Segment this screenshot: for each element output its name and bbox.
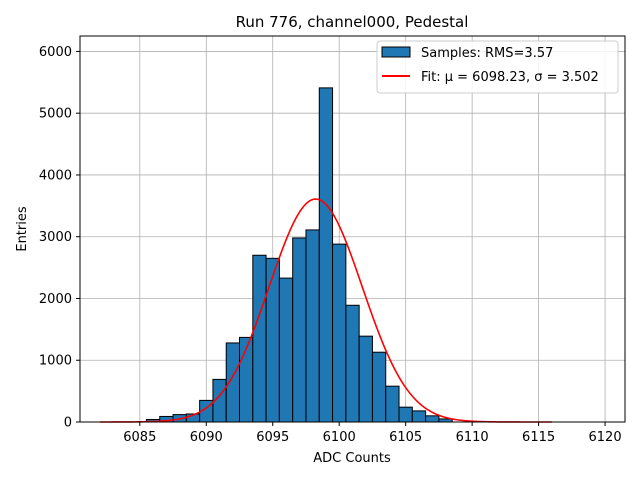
- legend-label-fit: Fit: μ = 6098.23, σ = 3.502: [421, 70, 599, 85]
- histogram-bar: [371, 351, 387, 423]
- x-tick-label: 6090: [190, 430, 223, 445]
- gaussian-fit-curve: [99, 198, 552, 423]
- x-tick-label: 6085: [123, 430, 156, 445]
- y-tick-label: 5000: [39, 107, 72, 122]
- x-tick-label: 6100: [323, 430, 356, 445]
- y-axis-ticks: 0 1000 2000 3000 4000 5000 6000: [39, 45, 80, 431]
- histogram-bar: [318, 87, 334, 423]
- histogram-bar: [345, 304, 360, 423]
- legend-box: [376, 40, 619, 94]
- x-tick-label: 6115: [522, 430, 555, 445]
- y-tick-label: 3000: [39, 230, 72, 245]
- legend-label-samples: Samples: RMS=3.57: [421, 46, 553, 61]
- y-tick-label: 1000: [39, 354, 72, 369]
- legend-swatch-samples: [381, 46, 411, 58]
- histogram-bars: [145, 87, 453, 423]
- histogram-bar: [332, 243, 347, 423]
- x-tick-label: 6120: [589, 430, 622, 445]
- y-tick-label: 4000: [39, 168, 72, 183]
- histogram-bar: [292, 237, 307, 423]
- x-tick-label: 6095: [256, 430, 289, 445]
- histogram-bar: [358, 335, 373, 423]
- fit-curve-group: [99, 198, 552, 423]
- histogram-bar: [411, 410, 427, 423]
- histogram-bar: [278, 277, 294, 423]
- histogram-bar: [425, 415, 440, 423]
- chart-title: Run 776, channel000, Pedestal: [236, 13, 469, 31]
- y-tick-label: 6000: [39, 45, 72, 60]
- histogram-bar: [265, 257, 280, 423]
- histogram-bar: [385, 385, 400, 423]
- legend: Samples: RMS=3.57 Fit: μ = 6098.23, σ = …: [376, 40, 619, 94]
- x-tick-label: 6105: [389, 430, 422, 445]
- x-tick-label: 6110: [456, 430, 489, 445]
- y-tick-label: 2000: [39, 292, 72, 307]
- histogram-bar: [398, 406, 413, 423]
- histogram-bar: [305, 229, 320, 423]
- y-axis-label: Entries: [15, 206, 30, 252]
- y-tick-label: 0: [64, 416, 72, 431]
- histogram-bar: [252, 254, 267, 423]
- plot-frame: [79, 35, 626, 423]
- x-axis-label: ADC Counts: [313, 451, 391, 466]
- grid: [80, 36, 625, 423]
- x-axis-ticks: 6085 6090 6095 6100 6105 6110 6115 6120: [123, 422, 622, 445]
